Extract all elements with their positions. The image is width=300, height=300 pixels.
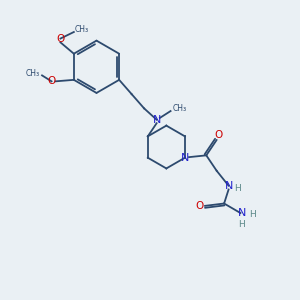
Text: H: H xyxy=(234,184,241,193)
Text: CH₃: CH₃ xyxy=(25,68,39,77)
Text: N: N xyxy=(224,181,233,191)
Text: O: O xyxy=(214,130,222,140)
Text: H: H xyxy=(250,210,256,219)
Text: O: O xyxy=(195,201,204,211)
Text: O: O xyxy=(56,34,64,44)
Text: H: H xyxy=(238,220,245,229)
Text: O: O xyxy=(47,76,56,86)
Text: CH₃: CH₃ xyxy=(75,25,89,34)
Text: CH₃: CH₃ xyxy=(172,104,187,113)
Text: N: N xyxy=(238,208,246,218)
Text: N: N xyxy=(181,153,189,163)
Text: N: N xyxy=(152,115,161,125)
